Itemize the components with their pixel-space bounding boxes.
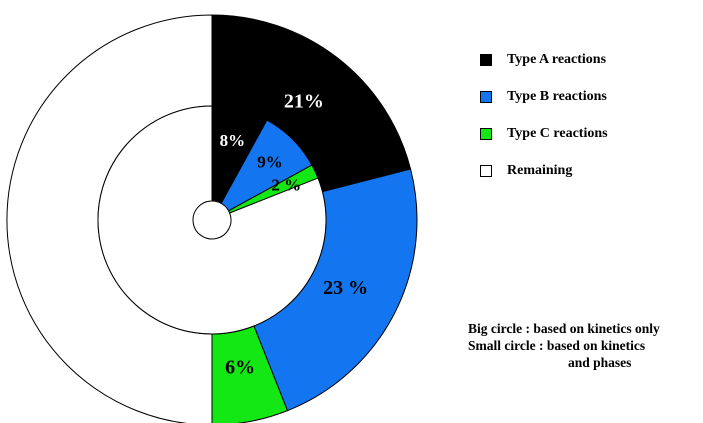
note-small-circle-cont: and phases bbox=[568, 355, 632, 370]
legend-swatch-type-c bbox=[480, 127, 492, 140]
chart-note: Big circle : based on kinetics only Smal… bbox=[468, 320, 700, 371]
legend-swatch-type-b bbox=[480, 90, 492, 103]
outer-label-type-b-reactions: 23 % bbox=[323, 277, 368, 299]
legend-label-type-a: Type A reactions bbox=[507, 51, 607, 67]
legend-label-type-b: Type B reactions bbox=[507, 88, 607, 104]
legend-item-type-a: Type A reactions bbox=[480, 41, 690, 78]
legend-item-remaining: Remaining bbox=[480, 152, 690, 189]
legend: Type A reactions Type B reactions Type C… bbox=[480, 41, 690, 189]
legend-swatch-remaining bbox=[480, 164, 492, 177]
inner-label-type-a-reactions: 8% bbox=[220, 131, 246, 150]
inner-slice-remaining bbox=[97, 105, 327, 335]
inner-label-type-c-reactions: 2 % bbox=[271, 176, 301, 195]
legend-label-type-c: Type C reactions bbox=[507, 125, 608, 141]
legend-item-type-b: Type B reactions bbox=[480, 78, 690, 115]
outer-label-type-c-reactions: 6% bbox=[225, 356, 255, 378]
legend-item-type-c: Type C reactions bbox=[480, 115, 690, 152]
outer-label-type-a-reactions: 21% bbox=[284, 90, 324, 112]
note-big-circle: Big circle : based on kinetics only bbox=[468, 321, 660, 336]
inner-label-type-b-reactions: 9% bbox=[257, 153, 283, 172]
legend-swatch-type-a bbox=[480, 53, 492, 66]
legend-label-remaining: Remaining bbox=[507, 162, 573, 178]
note-small-circle: Small circle : based on kinetics bbox=[468, 338, 646, 353]
